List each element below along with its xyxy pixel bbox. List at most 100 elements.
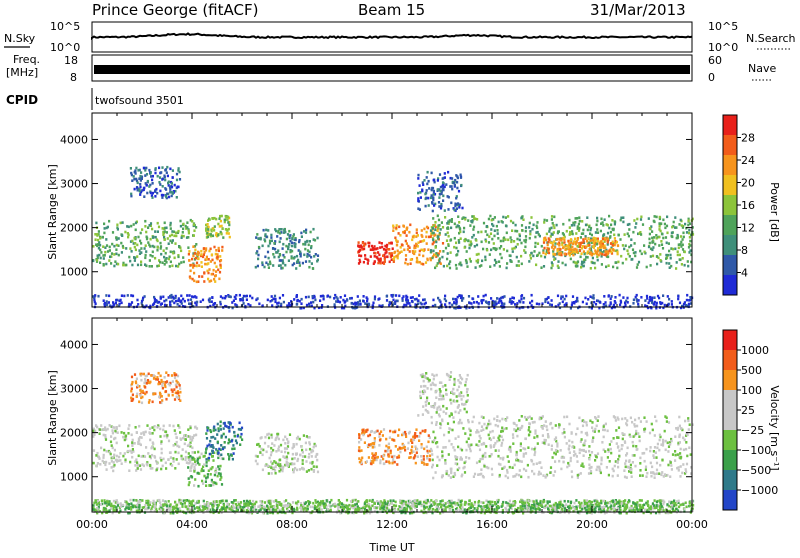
- heatmap-cell: [686, 463, 688, 466]
- heatmap-cell: [482, 455, 484, 458]
- heatmap-cell: [443, 398, 445, 401]
- heatmap-cell: [670, 257, 672, 260]
- heatmap-cell: [144, 247, 146, 250]
- heatmap-cell: [654, 473, 656, 476]
- heatmap-cell: [141, 228, 143, 231]
- heatmap-cell: [114, 449, 116, 452]
- heatmap-cell: [629, 255, 631, 258]
- heatmap-cell: [232, 458, 234, 461]
- heatmap-cell: [666, 242, 668, 245]
- heatmap-cell: [525, 469, 527, 472]
- heatmap-cell: [157, 246, 159, 249]
- heatmap-cell: [685, 448, 687, 451]
- heatmap-cell: [165, 261, 167, 264]
- heatmap-cell: [316, 466, 318, 469]
- heatmap-cell: [215, 270, 217, 273]
- heatmap-cell: [634, 251, 636, 254]
- heatmap-cell: [548, 230, 550, 233]
- heatmap-cell: [134, 242, 136, 245]
- heatmap-cell: [427, 387, 429, 390]
- heatmap-cell: [499, 463, 501, 466]
- heatmap-cell: [636, 218, 638, 221]
- heatmap-cell: [146, 192, 148, 195]
- heatmap-cell: [113, 426, 115, 429]
- heatmap-cell: [200, 253, 202, 256]
- heatmap-cell: [386, 450, 388, 453]
- heatmap-cell: [451, 413, 453, 416]
- heatmap-cell: [396, 456, 398, 459]
- heatmap-cell: [410, 262, 412, 265]
- heatmap-cell: [102, 245, 104, 248]
- heatmap-cell: [488, 434, 490, 437]
- heatmap-cell: [451, 304, 453, 307]
- heatmap-cell: [219, 271, 221, 274]
- heatmap-cell: [679, 434, 681, 437]
- heatmap-cell: [480, 437, 482, 440]
- heatmap-cell: [489, 265, 491, 268]
- heatmap-cell: [152, 443, 154, 446]
- heatmap-cell: [552, 264, 554, 267]
- heatmap-cell: [92, 245, 94, 248]
- heatmap-cell: [571, 304, 573, 307]
- heatmap-cell: [483, 423, 485, 426]
- heatmap-cell: [519, 235, 521, 238]
- heatmap-cell: [508, 460, 510, 463]
- heatmap-cell: [296, 260, 298, 263]
- heatmap-cell: [533, 250, 535, 253]
- heatmap-cell: [521, 460, 523, 463]
- heatmap-cell: [175, 436, 177, 439]
- heatmap-cell: [620, 255, 622, 258]
- heatmap-cell: [474, 501, 476, 504]
- heatmap-cell: [189, 264, 191, 267]
- heatmap-cell: [208, 469, 210, 472]
- heatmap-cell: [466, 391, 468, 394]
- heatmap-cell: [191, 456, 193, 459]
- heatmap-cell: [454, 223, 456, 226]
- heatmap-cell: [394, 237, 396, 240]
- heatmap-cell: [679, 425, 681, 428]
- heatmap-cell: [614, 300, 616, 303]
- heatmap-cell: [301, 235, 303, 238]
- heatmap-cell: [653, 236, 655, 239]
- heatmap-cell: [389, 436, 391, 439]
- heatmap-cell: [670, 464, 672, 467]
- heatmap-cell: [535, 264, 537, 267]
- heatmap-cell: [218, 250, 220, 253]
- heatmap-cell: [524, 448, 526, 451]
- heatmap-cell: [659, 216, 661, 219]
- heatmap-cell: [224, 441, 226, 444]
- heatmap-cell: [116, 460, 118, 463]
- heatmap-cell: [219, 478, 221, 481]
- heatmap-cell: [408, 302, 410, 305]
- heatmap-cell: [441, 256, 443, 259]
- heatmap-cell: [447, 252, 449, 255]
- heatmap-cell: [531, 294, 533, 297]
- heatmap-cell: [153, 429, 155, 432]
- heatmap-cell: [374, 457, 376, 460]
- heatmap-cell: [212, 446, 214, 449]
- heatmap-cell: [334, 294, 336, 297]
- heatmap-cell: [518, 260, 520, 263]
- heatmap-cell: [367, 435, 369, 438]
- heatmap-cell: [442, 475, 444, 478]
- heatmap-cell: [553, 227, 555, 230]
- heatmap-cell: [203, 463, 205, 466]
- heatmap-cell: [311, 262, 313, 265]
- heatmap-cell: [503, 303, 505, 306]
- heatmap-cell: [305, 229, 307, 232]
- heatmap-cell: [573, 301, 575, 304]
- heatmap-cell: [668, 242, 670, 245]
- heatmap-cell: [587, 256, 589, 259]
- heatmap-cell: [448, 263, 450, 266]
- heatmap-cell: [461, 449, 463, 452]
- heatmap-cell: [223, 427, 225, 430]
- heatmap-cell: [211, 273, 213, 276]
- heatmap-cell: [293, 262, 295, 265]
- heatmap-cell: [677, 453, 679, 456]
- heatmap-cell: [468, 437, 470, 440]
- heatmap-cell: [159, 176, 161, 179]
- heatmap-cell: [506, 469, 508, 472]
- heatmap-cell: [134, 257, 136, 260]
- heatmap-cell: [372, 304, 374, 307]
